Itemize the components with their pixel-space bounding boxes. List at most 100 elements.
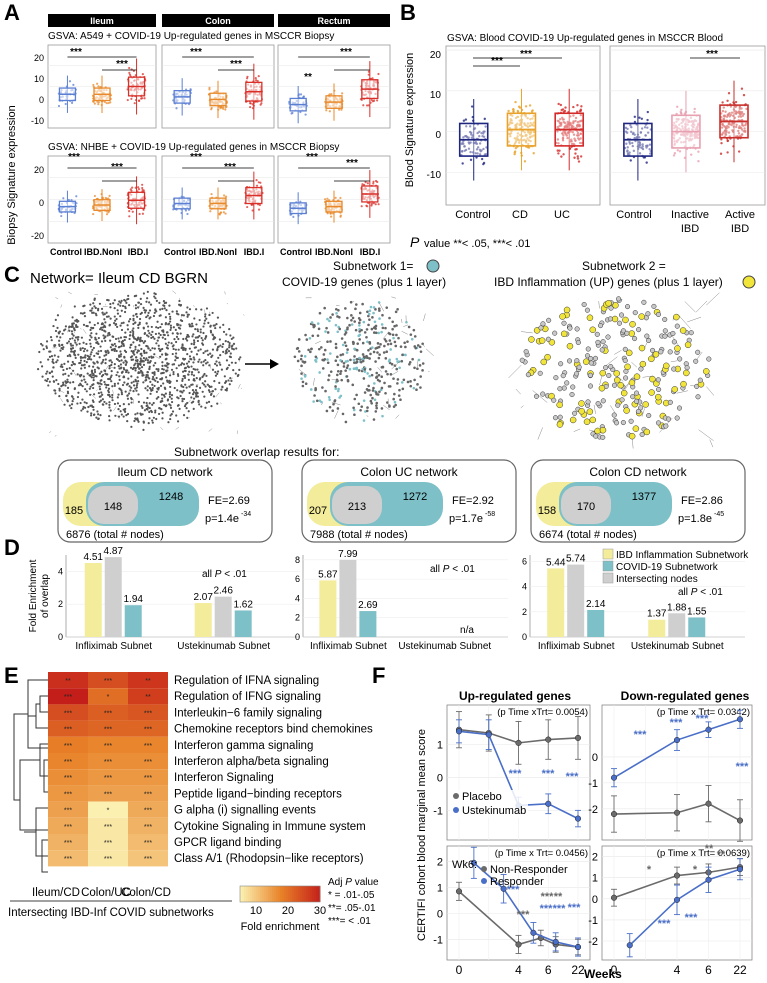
c-node-main [182, 389, 185, 392]
a-point [92, 212, 95, 216]
b-point [522, 138, 526, 142]
b-point [513, 137, 516, 140]
c-node-main [134, 304, 137, 307]
c-node-main [128, 337, 131, 341]
c-node-sub1 [346, 364, 350, 367]
venn-fe: FE=2.92 [452, 495, 494, 507]
a-point [246, 205, 249, 209]
b-point [469, 150, 472, 154]
c-node-main [109, 317, 112, 320]
f-sig: ** [705, 843, 714, 855]
c-node-main [178, 299, 181, 303]
c-node-main [157, 326, 160, 330]
a-sig-1: *** [70, 47, 82, 58]
venn-mid-count: 148 [104, 501, 122, 513]
c-edge-main [240, 387, 243, 390]
c-node-main [229, 376, 232, 380]
heat-star: *** [104, 775, 112, 782]
c-node-sub1 [378, 390, 381, 394]
c-edge-sub2 [670, 360, 677, 363]
c-node-sub1 [346, 348, 349, 351]
c-node-main [229, 352, 232, 355]
c-node-sub2 [600, 398, 606, 404]
b-point [507, 109, 510, 113]
b-point [482, 135, 486, 139]
c-node-main [155, 342, 158, 345]
c-node-sub1 [311, 334, 315, 338]
colorbar-label: Fold enrichment [241, 921, 320, 933]
b-point [480, 131, 483, 135]
c-node-main [63, 403, 66, 406]
c-node-main [193, 341, 196, 344]
c-node-sub1 [360, 328, 363, 332]
c-node-main [71, 400, 74, 403]
c-node-main [232, 336, 235, 339]
c-node-sub1 [396, 382, 399, 385]
a-sig-6: *** [340, 47, 352, 58]
c-node-main [58, 343, 61, 346]
c-node-sub1 [385, 350, 389, 353]
b-x-control: Control [455, 209, 490, 221]
c-node-main [146, 396, 149, 400]
c-node-main [195, 395, 198, 398]
c-node-main [92, 408, 95, 411]
c-node-sub1 [398, 388, 401, 392]
c-node-sub2 [616, 320, 623, 326]
a-point [370, 204, 373, 207]
d-tick-label: 4 [58, 566, 63, 576]
c-node-main [80, 409, 83, 412]
c-node-main [203, 383, 206, 386]
c-node-main [123, 338, 126, 342]
c-node-main [119, 350, 122, 353]
c-node-main [114, 414, 117, 417]
c-node-main [142, 306, 145, 310]
b-point [579, 155, 583, 158]
c-node-main [103, 380, 106, 384]
c-node-main [161, 361, 164, 364]
c-node-main [207, 400, 211, 403]
c-node-main [221, 386, 224, 389]
c-node-main [104, 339, 107, 342]
c-node-sub1 [371, 396, 374, 400]
c-node-sub1 [365, 335, 368, 339]
c-node-main [204, 406, 207, 409]
c-node-main [90, 336, 93, 339]
c-node-sub1 [328, 405, 332, 409]
heat-star: *** [104, 678, 112, 685]
c-node-main [169, 320, 172, 323]
c-node-sub2 [552, 415, 559, 421]
c-node-main [119, 315, 122, 318]
c-node-sub2 [655, 420, 662, 426]
b-point [528, 104, 532, 107]
a-point [374, 179, 378, 183]
a-point [224, 108, 227, 111]
c-node-main [123, 349, 127, 352]
c-edge-sub2 [687, 316, 702, 323]
f-annotation: (p Time xTrt= 0.0054) [497, 707, 588, 718]
c-node-main [177, 337, 180, 341]
sub1-marker [426, 259, 440, 273]
b-point [697, 160, 700, 163]
b-point [638, 116, 641, 119]
f-sig: *** [696, 713, 710, 725]
c-node-main [79, 312, 83, 315]
c-node-main [189, 357, 192, 361]
heat-row-label: Interferon Signaling [174, 772, 274, 784]
c-node-main [142, 326, 145, 329]
c-node-main [38, 350, 41, 354]
c-node-main [181, 357, 185, 360]
c-node-main [190, 371, 194, 374]
heat-star: *** [144, 791, 152, 798]
f-tick-label: 1 [437, 882, 443, 894]
c-node-main [145, 344, 148, 348]
c-node-main [104, 369, 107, 373]
heat-star: *** [64, 759, 72, 766]
c-node-sub2 [656, 386, 662, 393]
c-node-sub1 [345, 351, 349, 354]
a-row1-tick-0: 0 [39, 95, 44, 105]
c-node-main [108, 377, 111, 381]
c-node-main [138, 367, 141, 370]
c-node-sub1 [303, 360, 307, 364]
heat-star: *** [104, 791, 112, 798]
c-node-sub1 [342, 365, 346, 368]
